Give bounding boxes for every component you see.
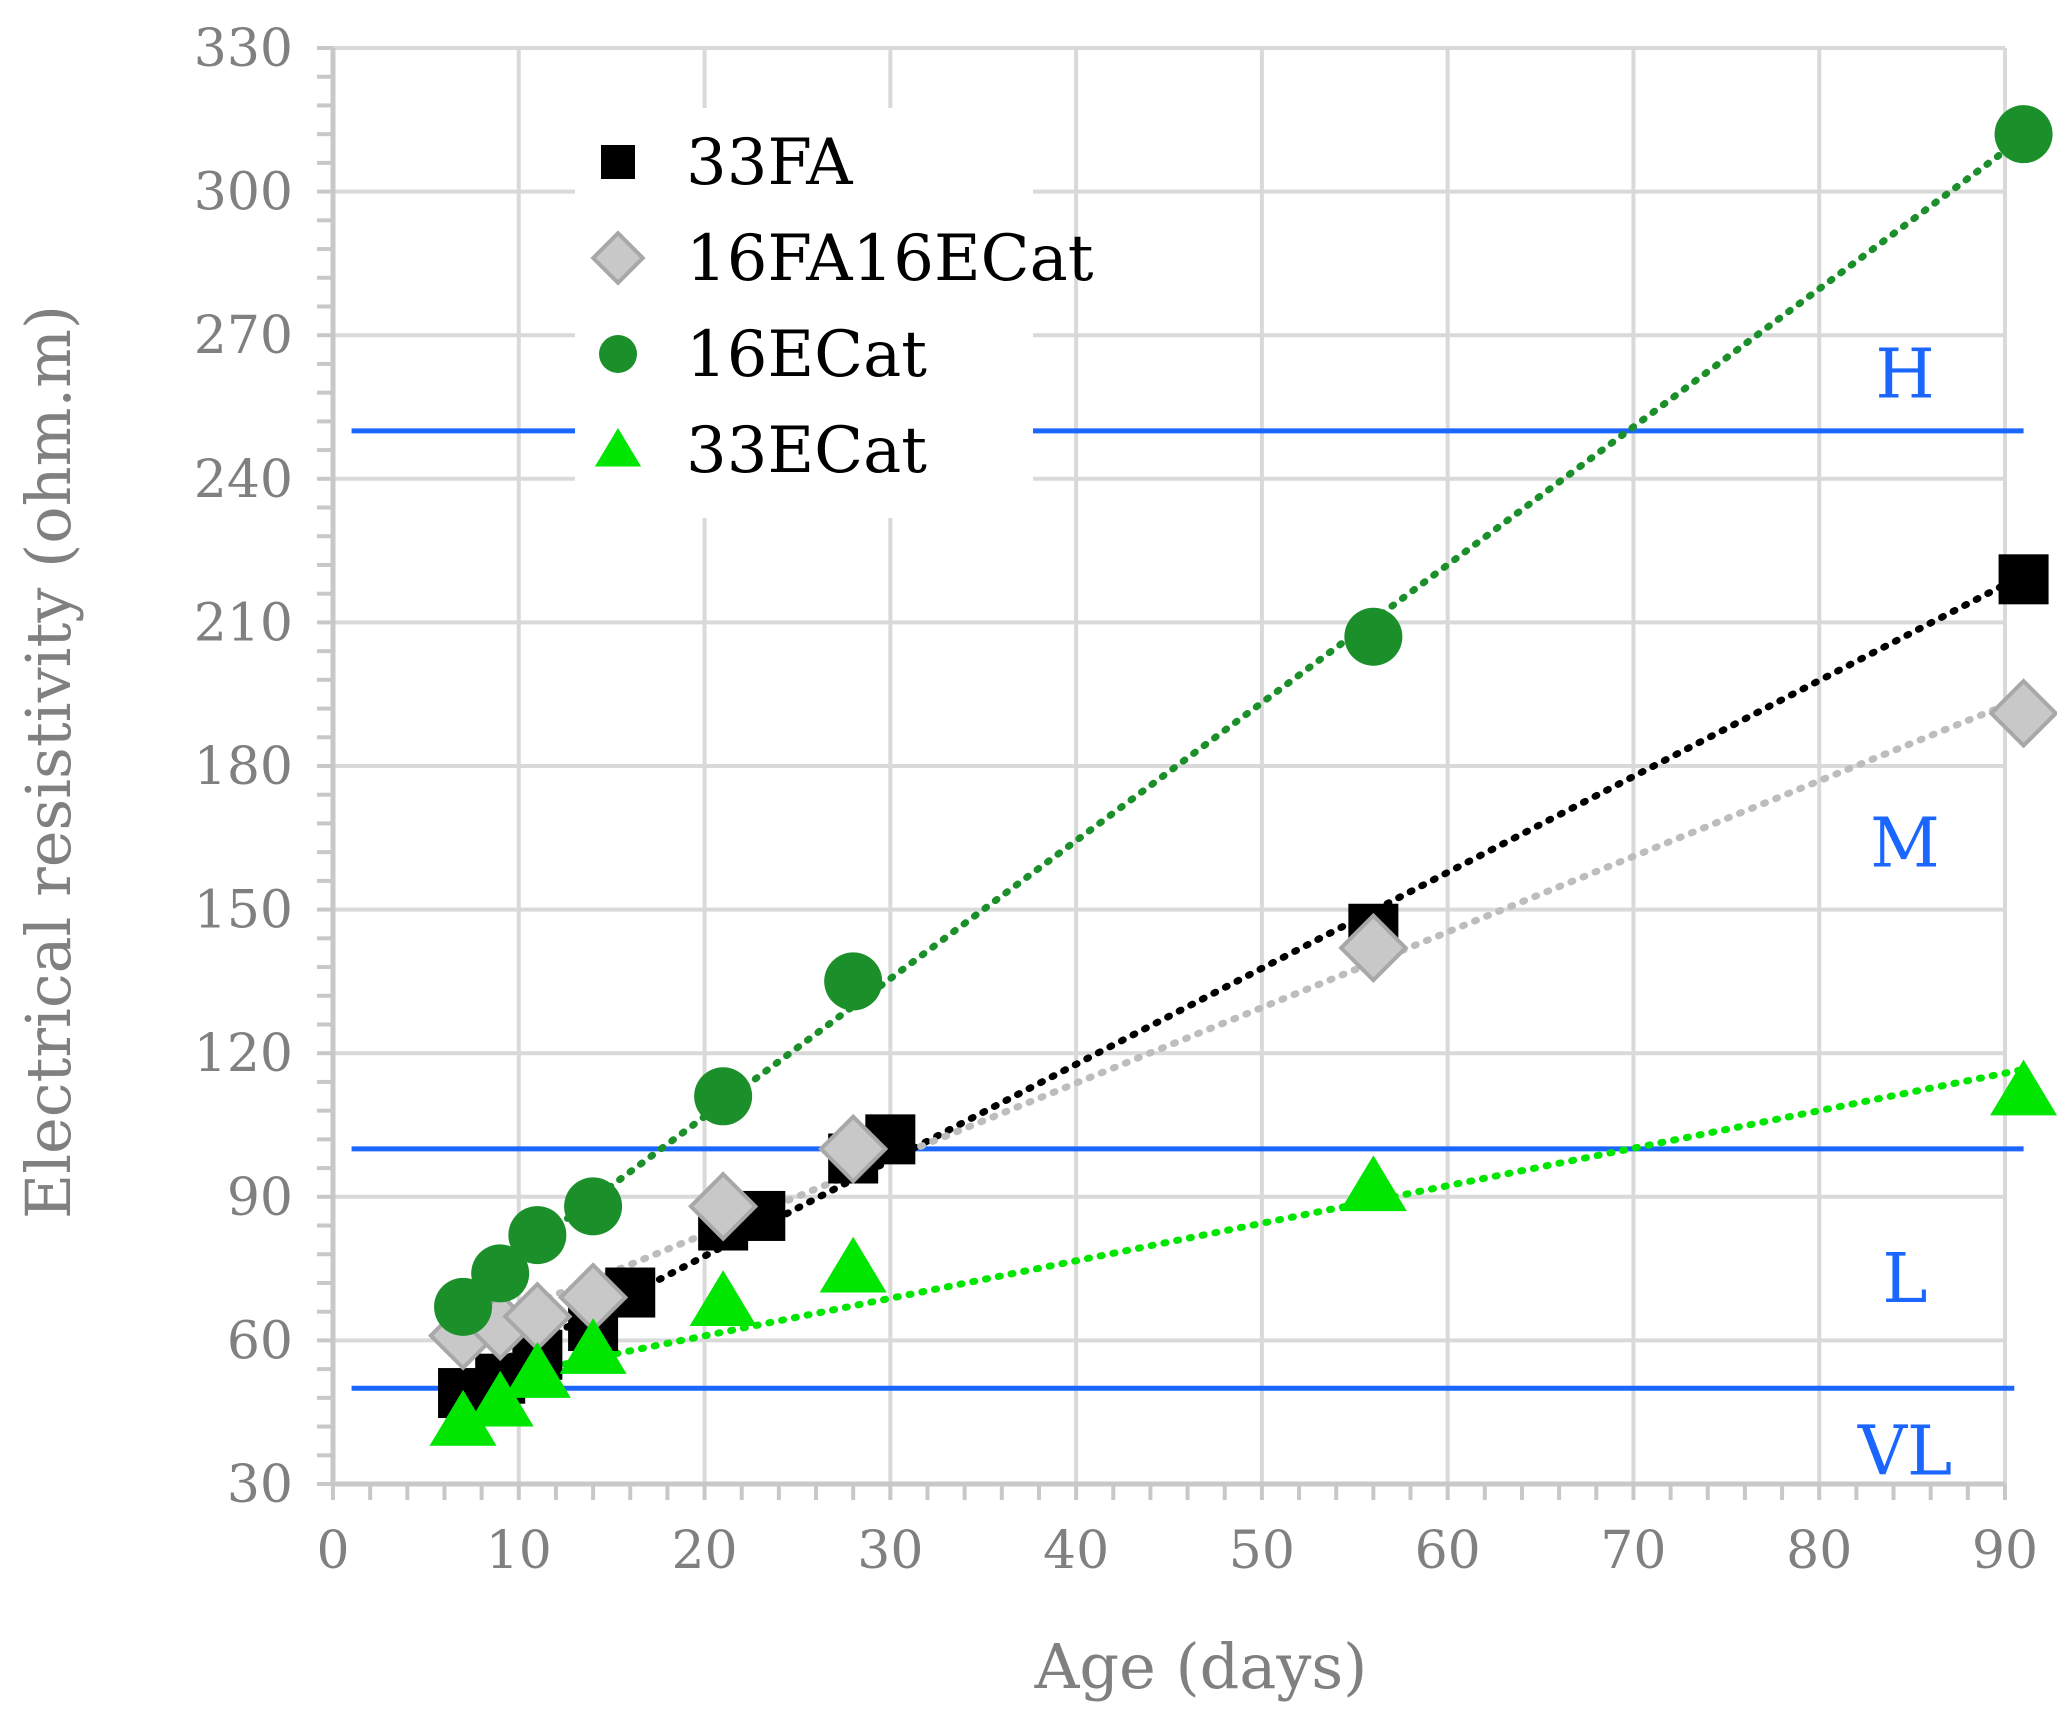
y-tick-label: 300: [194, 163, 293, 223]
data-point-33FA: [1998, 554, 2049, 605]
data-point-16FA16ECat: [818, 1113, 889, 1185]
y-tick-label: 240: [194, 450, 293, 510]
y-tick-label: 120: [194, 1024, 293, 1084]
data-point-16ECat: [508, 1206, 567, 1265]
x-tick-label: 40: [1043, 1521, 1109, 1581]
legend-marker-33FA: [601, 145, 635, 179]
x-tick-label: 90: [1972, 1521, 2038, 1581]
y-tick-label: 90: [227, 1168, 293, 1228]
x-tick-label: 70: [1600, 1521, 1666, 1581]
zone-label: L: [1882, 1240, 1927, 1319]
data-point-16FA16ECat: [688, 1171, 759, 1242]
data-point-33ECat: [429, 1389, 497, 1446]
x-tick-label: 30: [857, 1521, 923, 1581]
x-tick-label: 50: [1229, 1521, 1295, 1581]
zone-label: M: [1870, 805, 1940, 884]
labels: Age (days) Electrical resistivity (ohm.m…: [12, 305, 1367, 1703]
y-tick-label: 330: [194, 19, 293, 79]
legend-box: [575, 108, 1033, 518]
trendline-33FA: [459, 571, 2028, 1385]
x-tick-label: 60: [1415, 1521, 1481, 1581]
y-tick-label: 30: [227, 1455, 293, 1515]
data-point-33ECat: [689, 1270, 757, 1327]
trendline-16FA16ECat: [459, 694, 2028, 1336]
legend-marker-16ECat: [599, 335, 637, 373]
zone-label: H: [1875, 335, 1934, 414]
data-point-16ECat: [1994, 105, 2053, 164]
data-point-16ECat: [434, 1277, 493, 1336]
data-point-16ECat: [1344, 607, 1403, 666]
data-point-33ECat: [1990, 1059, 2057, 1116]
data-point-33ECat: [1339, 1155, 1407, 1212]
trendline-33ECat: [459, 1065, 2028, 1389]
y-tick-label: 270: [194, 306, 293, 366]
legend-label: 16ECat: [686, 318, 927, 392]
y-tick-label: 60: [227, 1311, 293, 1371]
legend-label: 33ECat: [686, 414, 927, 488]
legend-label: 16FA16ECat: [686, 222, 1094, 296]
y-axis-title: Electrical resistivity (ohm.m): [12, 305, 85, 1219]
zone-label: VL: [1857, 1412, 1952, 1491]
y-tick-label: 150: [194, 881, 293, 941]
data-point-33ECat: [819, 1236, 887, 1293]
y-tick-label: 210: [194, 593, 293, 653]
legend-marker-16FA16ECat: [590, 230, 646, 286]
x-tick-label: 10: [486, 1521, 552, 1581]
data-point-16ECat: [694, 1067, 753, 1126]
data-point-16FA16ECat: [1338, 912, 1409, 983]
x-tick-label: 80: [1786, 1521, 1852, 1581]
data-point-33ECat: [559, 1318, 627, 1374]
data-point-33ECat: [466, 1370, 534, 1427]
data-markers: [427, 105, 2057, 1446]
data-point-16ECat: [564, 1177, 623, 1236]
x-axis-title: Age (days): [1034, 1630, 1368, 1703]
legend: 33FA 16FA16ECat 16ECat 33ECat: [575, 108, 1094, 518]
data-point-16ECat: [824, 952, 883, 1011]
data-point-16ECat: [471, 1244, 530, 1303]
y-tick-label: 180: [194, 737, 293, 797]
data-point-16FA16ECat: [1988, 678, 2057, 749]
data-point-33ECat: [503, 1342, 571, 1398]
x-tick-label: 0: [316, 1521, 349, 1581]
x-tick-label: 20: [671, 1521, 737, 1581]
axes: 30 60 90 120 150 180 210 240 270 300 330 0 10 20 30 40 5…: [194, 19, 2038, 1581]
legend-label: 33FA: [686, 126, 853, 200]
legend-marker-33ECat: [594, 428, 642, 467]
